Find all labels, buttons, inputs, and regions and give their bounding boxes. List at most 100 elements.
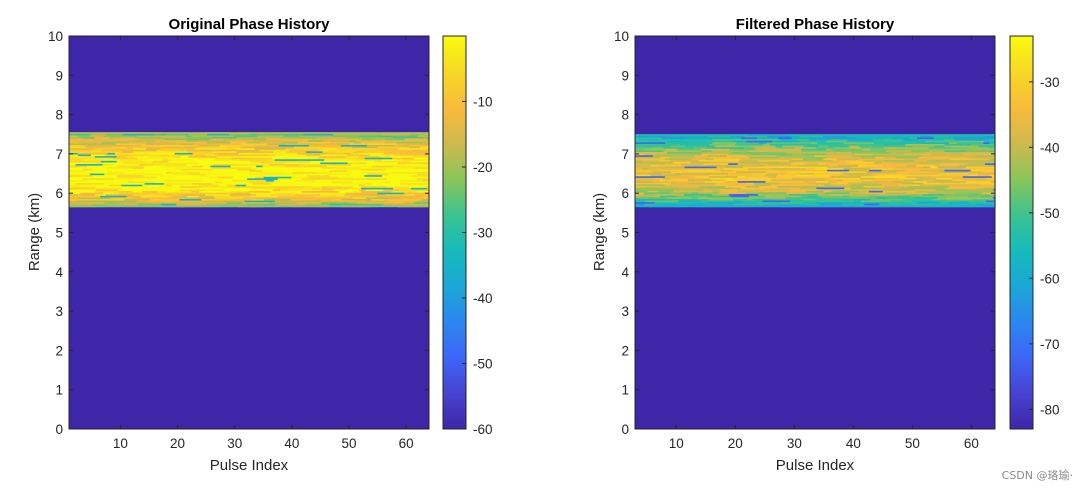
heatmap-cell xyxy=(265,159,276,162)
heatmap-cell xyxy=(791,153,803,156)
heatmap-cell xyxy=(949,158,973,161)
heatmap-cell xyxy=(724,181,739,184)
heatmap-cell xyxy=(69,194,96,197)
watermark-text: CSDN @珞瑜· xyxy=(1002,468,1073,482)
heatmap-cell xyxy=(418,184,430,187)
heatmap-cell xyxy=(814,168,845,171)
heatmap-cell xyxy=(142,159,152,162)
heatmap-cell xyxy=(776,203,806,206)
heatmap-cell xyxy=(293,192,321,195)
heatmap-cell xyxy=(267,146,295,149)
heatmap-cell xyxy=(69,178,84,181)
heatmap-cell xyxy=(328,149,359,152)
heatmap-cell xyxy=(110,137,124,140)
heatmap-cell xyxy=(329,164,352,167)
heatmap-cell xyxy=(223,160,251,163)
heatmap-cell xyxy=(748,195,766,198)
heatmap-cell xyxy=(971,158,991,161)
heatmap-cell xyxy=(414,194,430,197)
heatmap-cell xyxy=(369,176,394,179)
heatmap-cell xyxy=(656,174,682,177)
heatmap-cell xyxy=(336,148,362,151)
heatmap-cell xyxy=(363,164,392,167)
heatmap-cell xyxy=(400,187,412,190)
heatmap-cell xyxy=(652,171,672,174)
heatmap-cell xyxy=(306,162,321,165)
heatmap-cell xyxy=(915,164,936,167)
heatmap-cell xyxy=(270,170,284,173)
heatmap-cell xyxy=(935,169,946,172)
heatmap-cell xyxy=(915,197,938,200)
heatmap-cell xyxy=(292,172,317,174)
heatmap-cell xyxy=(422,141,430,144)
heatmap-cell xyxy=(281,141,291,144)
heatmap-cell xyxy=(132,191,144,194)
heatmap-cell xyxy=(427,187,430,190)
heatmap-cell xyxy=(858,145,889,148)
heatmap-cell xyxy=(943,195,969,198)
heatmap-cell xyxy=(965,163,986,166)
heatmap-cell xyxy=(419,143,430,146)
heatmap-cell xyxy=(185,135,193,138)
heatmap-cell xyxy=(827,166,852,169)
heatmap-cell xyxy=(198,173,207,176)
heatmap-cell xyxy=(311,187,324,190)
heatmap-cell xyxy=(412,175,430,178)
heatmap-cell xyxy=(896,171,930,174)
heatmap-cell xyxy=(801,148,827,151)
heatmap-cell xyxy=(846,140,854,143)
heatmap-cell xyxy=(284,184,304,187)
heatmap-cell xyxy=(977,197,994,200)
heatmap-cell xyxy=(236,151,244,154)
x-axis-ticks-filtered: 10 20 30 40 50 60 xyxy=(669,36,979,451)
heatmap-cell xyxy=(69,140,89,143)
heatmap-cell xyxy=(720,169,735,172)
heatmap-cell xyxy=(163,194,183,197)
heatmap-cell xyxy=(635,137,663,140)
heatmap-cell xyxy=(885,192,907,195)
heatmap-cell xyxy=(385,138,406,141)
heatmap-cell xyxy=(934,179,954,182)
heatmap-cell xyxy=(237,175,270,178)
heatmap-cell xyxy=(719,190,738,193)
heatmap-cell xyxy=(975,189,994,192)
heatmap-cell xyxy=(293,159,325,162)
heatmap-cell xyxy=(352,186,362,189)
heatmap-cell xyxy=(776,176,800,179)
heatmap-cell xyxy=(218,146,242,149)
heatmap-cell xyxy=(156,195,167,198)
heatmap-cell xyxy=(77,202,88,205)
heatmap-cell xyxy=(384,199,402,201)
heatmap-cell xyxy=(285,165,317,168)
heatmap-cell xyxy=(145,148,162,151)
heatmap-cell xyxy=(89,173,105,176)
heatmap-cell xyxy=(920,135,934,138)
heatmap-cell xyxy=(843,200,855,203)
heatmap-cell xyxy=(664,176,690,179)
heatmap-cell xyxy=(881,169,906,172)
heatmap-cell xyxy=(781,171,789,174)
heatmap-cell xyxy=(247,162,262,165)
heatmap-cell xyxy=(69,164,77,167)
heatmap-cell xyxy=(756,137,779,140)
heatmap-cell xyxy=(898,177,917,180)
heatmap-cell xyxy=(201,186,228,189)
heatmap-cell xyxy=(230,187,252,190)
heatmap-cell xyxy=(311,141,331,144)
heatmap-cell xyxy=(142,191,159,194)
y-tick-label: 2 xyxy=(55,343,63,358)
heatmap-cell xyxy=(422,164,430,167)
heatmap-cell xyxy=(716,166,728,169)
heatmap-cell xyxy=(333,133,357,136)
heatmap-cell xyxy=(103,135,132,138)
heatmap-cell xyxy=(142,162,162,165)
heatmap-cell xyxy=(352,197,367,200)
heatmap-cell xyxy=(815,181,829,184)
heatmap-cell xyxy=(660,156,670,159)
heatmap-cell xyxy=(903,153,932,156)
heatmap-cell xyxy=(354,160,376,163)
heatmap-cell xyxy=(939,163,966,166)
heatmap-cell xyxy=(807,182,832,185)
colorbar-ticks-original: -60-50-40-30-20-10 xyxy=(462,95,493,437)
